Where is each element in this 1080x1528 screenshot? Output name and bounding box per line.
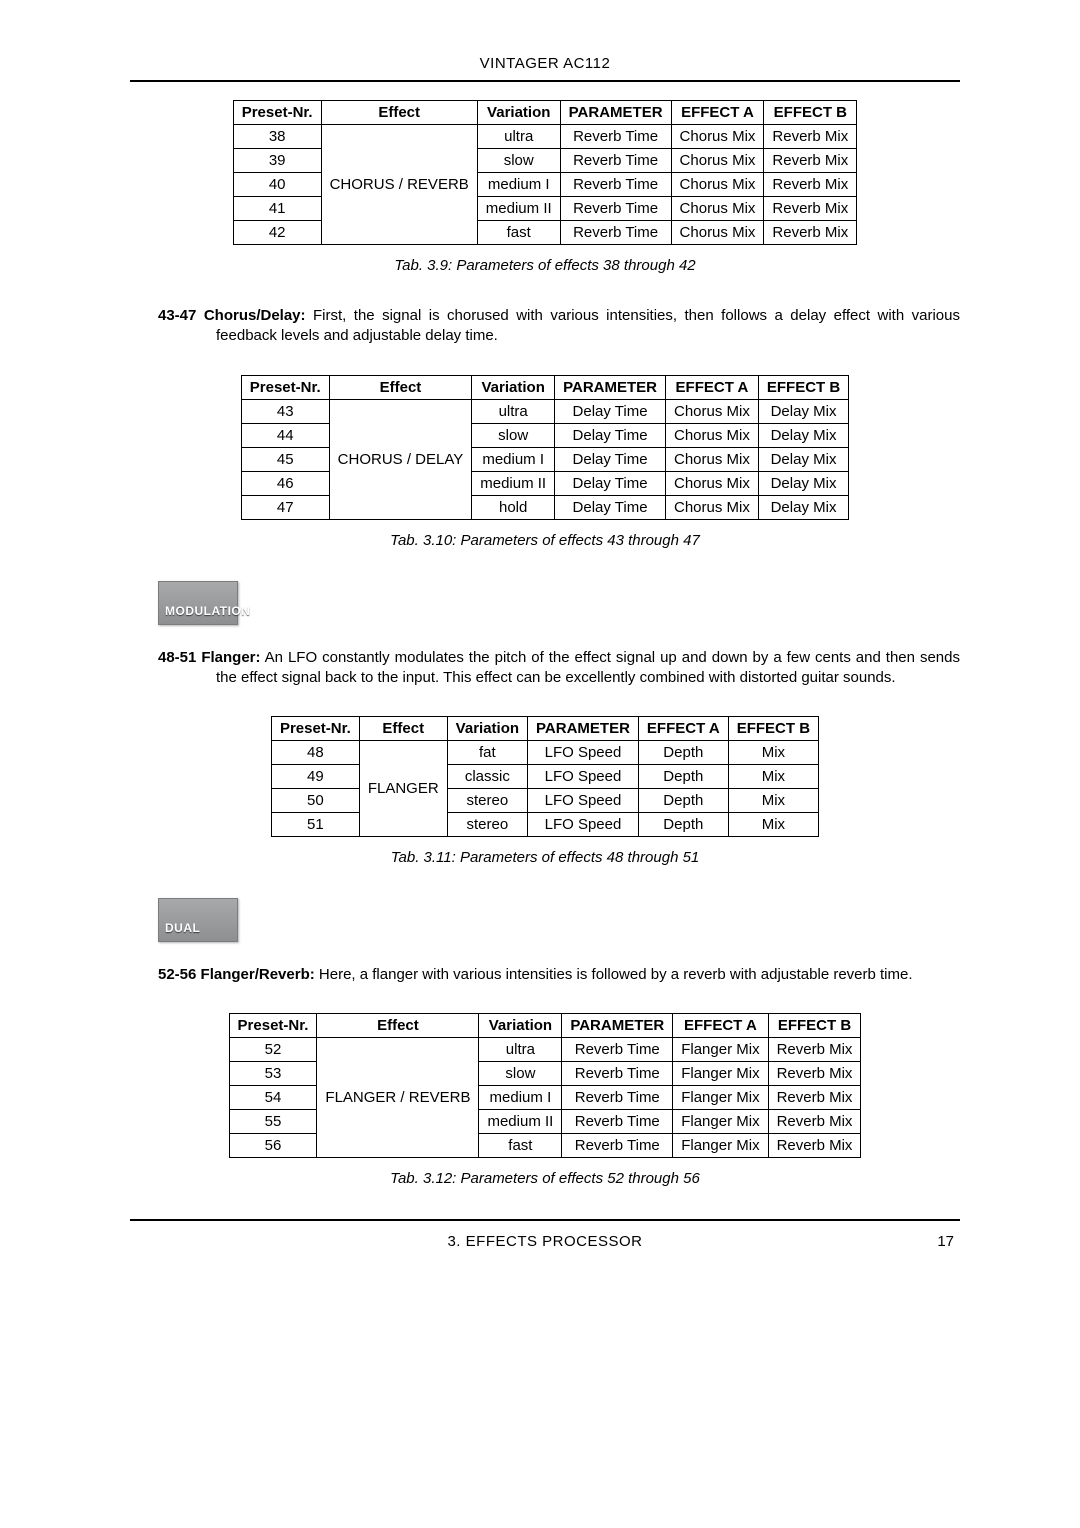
page-header: VINTAGER AC112	[130, 55, 960, 72]
effect-cell: CHORUS / REVERB	[321, 125, 477, 245]
table-3-12: Preset-Nr.EffectVariationPARAMETEREFFECT…	[229, 1013, 862, 1158]
para-lead: 52-56 Flanger/Reverb:	[158, 966, 315, 983]
para-48-51: 48-51 Flanger: An LFO constantly modulat…	[158, 648, 960, 689]
badge-label: DUAL	[165, 921, 200, 935]
para-body: First, the signal is chorused with vario…	[216, 307, 960, 344]
table-header-row: Preset-Nr.EffectVariationPARAMETEREFFECT…	[271, 717, 818, 741]
effect-cell: FLANGER	[359, 741, 447, 837]
footer-rule	[130, 1219, 960, 1221]
table-header-row: Preset-Nr. Effect Variation PARAMETER EF…	[233, 101, 857, 125]
caption-3-12: Tab. 3.12: Parameters of effects 52 thro…	[130, 1170, 960, 1187]
effect-cell: FLANGER / REVERB	[317, 1038, 479, 1158]
effect-cell: CHORUS / DELAY	[329, 399, 472, 519]
table-row: 49classicLFO SpeedDepthMix	[271, 765, 818, 789]
col-variation: Variation	[477, 101, 560, 125]
table-row: 52FLANGER / REVERBultraReverb TimeFlange…	[229, 1038, 861, 1062]
col-effect: Effect	[321, 101, 477, 125]
table-row: 51stereoLFO SpeedDepthMix	[271, 813, 818, 837]
header-rule	[130, 80, 960, 82]
page-footer: 3. EFFECTS PROCESSOR 17	[130, 1233, 960, 1250]
para-lead: 48-51 Flanger:	[158, 649, 261, 666]
page-number: 17	[914, 1233, 954, 1250]
para-body: Here, a flanger with various intensities…	[315, 966, 913, 983]
modulation-badge: MODULATION	[158, 581, 238, 625]
table-header-row: Preset-Nr.EffectVariationPARAMETEREFFECT…	[241, 375, 848, 399]
col-effect-b: EFFECT B	[764, 101, 857, 125]
table-row: 50stereoLFO SpeedDepthMix	[271, 789, 818, 813]
table-header-row: Preset-Nr.EffectVariationPARAMETEREFFECT…	[229, 1014, 861, 1038]
table-row: 48FLANGERfatLFO SpeedDepthMix	[271, 741, 818, 765]
col-effect-a: EFFECT A	[671, 101, 764, 125]
caption-3-11: Tab. 3.11: Parameters of effects 48 thro…	[130, 849, 960, 866]
table-row: 43CHORUS / DELAYultraDelay TimeChorus Mi…	[241, 399, 848, 423]
caption-3-9: Tab. 3.9: Parameters of effects 38 throu…	[130, 257, 960, 274]
para-52-56: 52-56 Flanger/Reverb: Here, a flanger wi…	[158, 965, 960, 985]
footer-section: 3. EFFECTS PROCESSOR	[176, 1233, 914, 1250]
para-body: An LFO constantly modulates the pitch of…	[216, 649, 960, 686]
para-43-47: 43-47 Chorus/Delay: First, the signal is…	[158, 306, 960, 347]
table-3-9: Preset-Nr. Effect Variation PARAMETER EF…	[233, 100, 858, 245]
table-3-10: Preset-Nr.EffectVariationPARAMETEREFFECT…	[241, 375, 849, 520]
badge-label: MODULATION	[165, 604, 250, 618]
table-row: 38CHORUS / REVERBultraReverb TimeChorus …	[233, 125, 857, 149]
para-lead: 43-47 Chorus/Delay:	[158, 307, 306, 324]
col-parameter: PARAMETER	[560, 101, 671, 125]
table-3-11: Preset-Nr.EffectVariationPARAMETEREFFECT…	[271, 716, 819, 837]
col-preset: Preset-Nr.	[233, 101, 321, 125]
dual-badge: DUAL	[158, 898, 238, 942]
caption-3-10: Tab. 3.10: Parameters of effects 43 thro…	[130, 532, 960, 549]
